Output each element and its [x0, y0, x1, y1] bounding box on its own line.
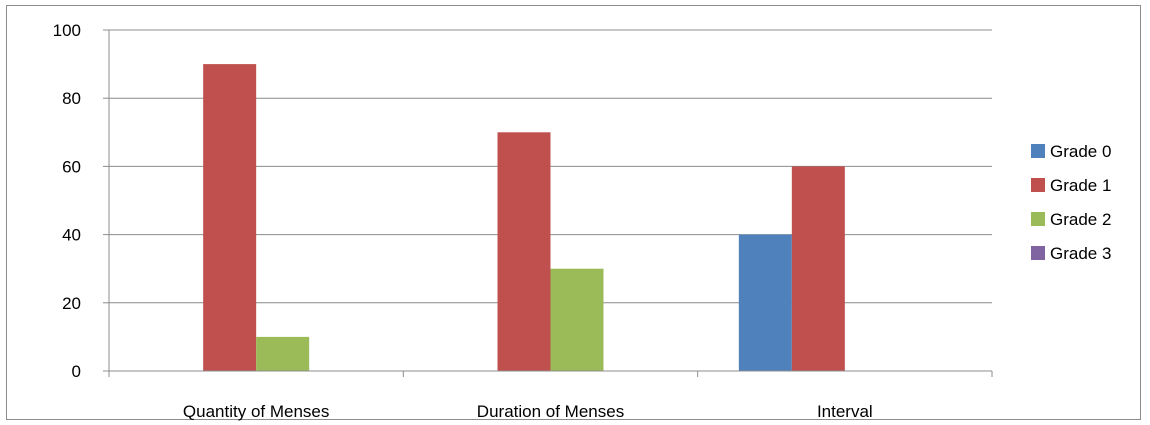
legend-label: Grade 3 — [1050, 244, 1111, 263]
y-tick-label: 60 — [62, 157, 81, 176]
legend-swatch — [1031, 246, 1045, 260]
y-tick-label: 40 — [62, 226, 81, 245]
legend-swatch — [1031, 144, 1045, 158]
x-tick-label: Interval — [817, 402, 873, 421]
legend-swatch — [1031, 212, 1045, 226]
chart: 0 20 40 60 80 100 Quantity of Menses Duration o… — [53, 21, 1112, 421]
legend: Grade 0 Grade 1 Grade 2 Grade 3 — [1031, 142, 1111, 263]
x-tick-label: Duration of Menses — [477, 402, 624, 421]
y-tick-label: 0 — [72, 362, 81, 381]
legend-label: Grade 0 — [1050, 142, 1111, 161]
bar — [738, 234, 792, 371]
x-tick-label: Quantity of Menses — [183, 402, 329, 421]
y-tick-label: 80 — [62, 89, 81, 108]
axes: 0 20 40 60 80 100 Quantity of Menses Duration o… — [53, 21, 993, 421]
bar — [256, 336, 310, 371]
legend-label: Grade 2 — [1050, 210, 1111, 229]
legend-swatch — [1031, 178, 1045, 192]
y-tick-label: 20 — [62, 294, 81, 313]
bar — [497, 132, 551, 371]
legend-label: Grade 1 — [1050, 176, 1111, 195]
bar — [791, 166, 845, 371]
y-tick-label: 100 — [53, 21, 81, 40]
bar — [550, 268, 604, 371]
bars — [203, 64, 845, 371]
chart-frame: 0 20 40 60 80 100 Quantity of Menses Duration o… — [6, 5, 1141, 421]
bar — [203, 64, 257, 371]
